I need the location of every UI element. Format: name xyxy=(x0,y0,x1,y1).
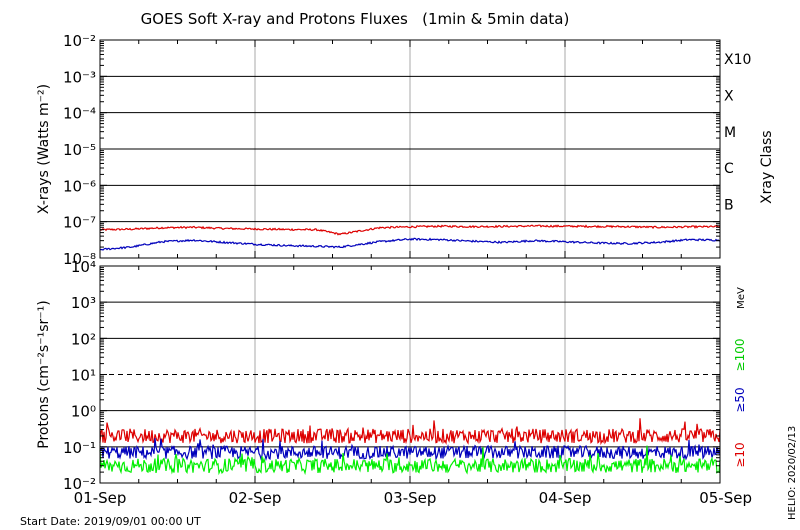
y-tick-label: 10⁻⁵ xyxy=(63,141,96,159)
y-tick-label: 10² xyxy=(71,330,96,348)
proton-energy-label: ≥10 xyxy=(733,442,747,467)
xray-class-label: X10 xyxy=(724,52,751,68)
xray-class-label: C xyxy=(724,161,734,177)
x-tick-label: 03-Sep xyxy=(384,489,437,507)
y-tick-label: 10⁻² xyxy=(63,475,96,493)
xray-class-axis-title: Xray Class xyxy=(759,130,775,204)
proton-energy-label: ≥100 xyxy=(733,339,747,372)
y-tick-label: 10⁰ xyxy=(71,403,96,421)
y-tick-label: 10¹ xyxy=(71,367,96,385)
y-tick-label: 10⁻⁸ xyxy=(63,250,96,268)
xray-panel: 10⁻⁸ 10⁻⁷ 10⁻⁶ 10⁻⁵ 10⁻⁴ 10⁻³ 10⁻² X-rays (Watt… xyxy=(36,32,775,268)
chart-title: GOES Soft X-ray and Protons Fluxes (1min… xyxy=(141,10,570,28)
proton-energy-label: MeV xyxy=(736,287,747,309)
series-line xyxy=(99,445,721,476)
y-axis-label: Protons (cm⁻²s⁻¹sr⁻¹) xyxy=(36,300,52,449)
y-axis-label: X-rays (Watts m⁻²) xyxy=(36,84,52,214)
xray-class-label: X xyxy=(724,89,734,105)
x-tick-label: 05-Sep xyxy=(699,489,752,507)
series-line xyxy=(99,224,721,236)
proton-panel: 10⁻² 10⁻¹ 10⁰ 10¹ 10² 10³ 10⁴ Protons (cm⁻²s⁻¹s… xyxy=(36,258,747,493)
y-tick-label: 10⁻⁴ xyxy=(63,105,96,123)
series-line xyxy=(99,237,721,251)
series-line xyxy=(99,438,721,462)
y-tick-label: 10⁻³ xyxy=(63,68,96,86)
series-line xyxy=(99,418,721,446)
y-tick-label: 10⁴ xyxy=(71,258,96,276)
xray-class-label: B xyxy=(724,198,734,214)
start-date-label: Start Date: 2019/09/01 00:00 UT xyxy=(20,515,201,528)
proton-energy-label: ≥50 xyxy=(733,387,747,412)
y-tick-label: 10⁻⁶ xyxy=(63,177,96,195)
y-tick-label: 10⁻¹ xyxy=(63,439,96,457)
y-tick-label: 10⁻² xyxy=(63,32,96,50)
x-tick-label: 01-Sep xyxy=(74,489,127,507)
credit-label: HELIO: 2020/02/13 xyxy=(787,426,798,520)
x-tick-label: 02-Sep xyxy=(229,489,282,507)
y-tick-label: 10⁻⁷ xyxy=(63,214,96,232)
y-tick-label: 10³ xyxy=(71,294,96,312)
x-axis: 01-Sep 02-Sep 03-Sep 04-Sep 05-Sep xyxy=(74,40,752,507)
x-tick-label: 04-Sep xyxy=(539,489,592,507)
xray-class-label: M xyxy=(724,125,736,141)
